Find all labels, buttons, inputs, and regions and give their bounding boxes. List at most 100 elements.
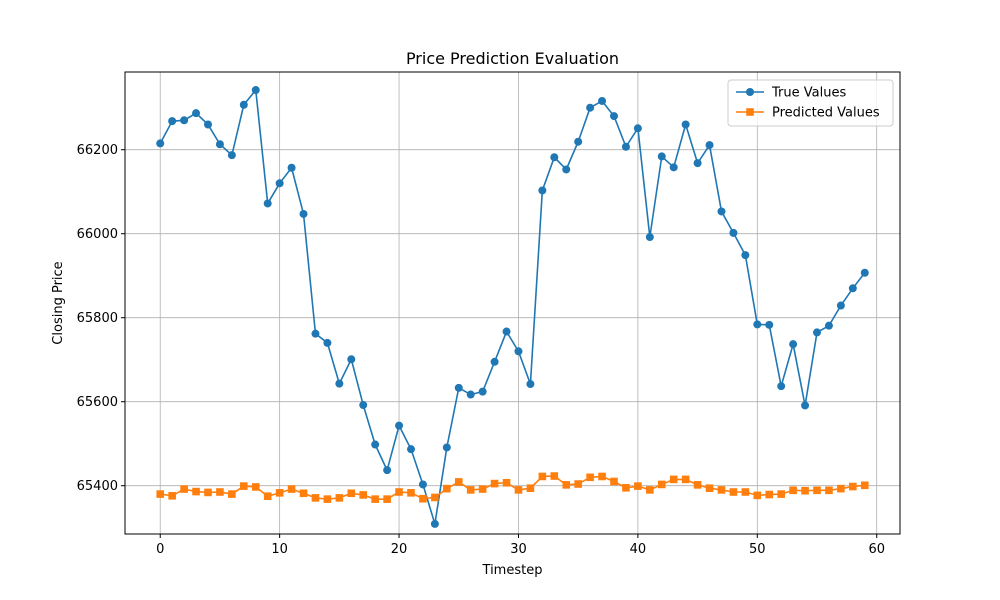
data-point: [466, 390, 475, 399]
data-point: [323, 338, 332, 347]
data-point: [729, 228, 738, 237]
data-point: [418, 480, 427, 489]
data-point: [466, 486, 475, 494]
data-point: [347, 355, 356, 364]
data-point: [574, 137, 583, 146]
legend-marker: [746, 108, 754, 116]
data-point: [311, 329, 320, 338]
legend-box: [727, 79, 894, 127]
data-point: [646, 486, 654, 494]
x-tick-label: 30: [510, 542, 527, 557]
y-axis-label: Closing Price: [51, 261, 66, 344]
ticks: 0 10 20 30 40 50 60 65400 65600 65800 66000 66200: [77, 143, 885, 557]
plot-frame: [124, 71, 901, 535]
data-point: [228, 490, 236, 498]
data-point: [717, 486, 726, 494]
data-point: [765, 320, 774, 329]
data-point: [514, 486, 523, 494]
data-point: [240, 482, 248, 490]
data-point: [825, 486, 833, 495]
data-point: [502, 478, 511, 487]
data-point: [657, 480, 666, 489]
data-point: [848, 284, 857, 293]
data-point: [371, 495, 379, 503]
data-point: [562, 165, 571, 174]
data-point: [622, 484, 630, 492]
data-point: [669, 163, 678, 172]
data-point: [741, 251, 750, 260]
data-point: [669, 475, 678, 484]
series-predicted-values: [156, 472, 869, 503]
data-point: [419, 494, 427, 503]
data-point: [801, 401, 810, 410]
data-point: [430, 519, 439, 528]
data-point: [574, 480, 582, 488]
data-point: [180, 116, 189, 125]
data-point: [860, 481, 869, 490]
data-point: [192, 109, 201, 118]
data-point: [347, 489, 356, 498]
data-point: [526, 380, 535, 389]
data-point: [156, 139, 165, 148]
y-tick-label: 65400: [77, 479, 118, 494]
data-point: [693, 159, 702, 168]
data-point: [168, 491, 176, 500]
data-point: [478, 387, 487, 396]
y-tick-label: 65600: [77, 395, 118, 410]
data-point: [598, 472, 606, 481]
data-point: [621, 142, 630, 151]
data-point: [454, 383, 463, 392]
data-point: [180, 485, 188, 493]
data-point: [753, 491, 762, 500]
data-point: [729, 488, 738, 496]
data-point: [777, 382, 786, 391]
series-true-values: [156, 86, 869, 528]
legend-marker: [746, 88, 754, 96]
data-point: [634, 482, 642, 490]
data-point: [490, 357, 499, 366]
data-point: [215, 140, 224, 149]
data-point: [813, 486, 821, 495]
x-tick-label: 60: [868, 542, 885, 557]
data-point: [156, 490, 165, 498]
data-point: [836, 301, 845, 310]
data-point: [598, 96, 607, 105]
data-point: [454, 478, 463, 486]
data-point: [287, 485, 296, 493]
series: [156, 86, 869, 528]
data-point: [263, 199, 272, 208]
data-point: [251, 86, 260, 95]
data-point: [550, 153, 559, 162]
data-point: [586, 103, 595, 112]
legend-label: Predicted Values: [772, 106, 880, 121]
data-point: [586, 473, 594, 482]
legend-label: True Values: [771, 86, 846, 101]
data-point: [359, 401, 368, 410]
data-point: [789, 340, 798, 349]
data-point: [442, 443, 451, 452]
data-point: [407, 489, 415, 497]
data-point: [717, 207, 726, 216]
data-point: [538, 186, 547, 195]
x-tick-label: 50: [749, 542, 766, 557]
data-point: [443, 484, 451, 493]
data-point: [490, 479, 499, 488]
data-point: [478, 485, 487, 493]
data-point: [216, 488, 224, 496]
y-tick-label: 66200: [77, 143, 118, 158]
x-axis-label: Timestep: [482, 563, 543, 578]
data-point: [538, 472, 547, 481]
data-point: [753, 320, 762, 329]
data-point: [168, 117, 177, 126]
data-point: [192, 487, 200, 496]
data-point: [203, 120, 212, 129]
data-point: [371, 440, 380, 449]
y-tick-label: 66000: [77, 227, 118, 242]
data-point: [299, 489, 308, 498]
data-point: [359, 491, 368, 499]
data-point: [824, 321, 833, 330]
data-point: [263, 492, 272, 500]
data-point: [227, 151, 236, 160]
data-point: [275, 489, 284, 497]
legend-item: Predicted Values: [736, 106, 880, 121]
